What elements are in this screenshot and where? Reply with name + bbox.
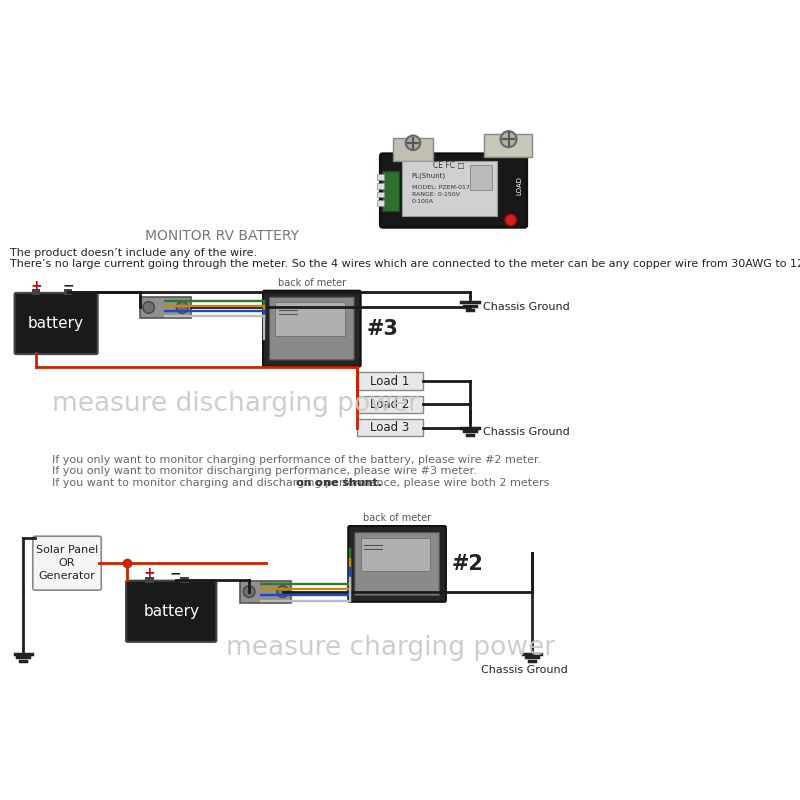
FancyBboxPatch shape [33, 536, 102, 590]
Text: CE FC □: CE FC □ [434, 162, 465, 170]
FancyBboxPatch shape [380, 154, 526, 227]
Bar [357, 419, 422, 437]
FancyBboxPatch shape [14, 293, 98, 354]
Text: Load 3: Load 3 [370, 421, 410, 434]
Bar [361, 538, 430, 571]
Circle shape [142, 302, 154, 314]
FancyBboxPatch shape [126, 581, 216, 642]
Text: PL(Shunt): PL(Shunt) [412, 173, 446, 179]
Text: +: + [143, 566, 155, 580]
Text: measure discharging power: measure discharging power [53, 390, 419, 417]
Bar [382, 170, 398, 210]
Circle shape [505, 214, 517, 226]
Bar [241, 581, 291, 602]
FancyBboxPatch shape [270, 298, 354, 360]
Bar [64, 290, 73, 295]
Text: −: − [170, 566, 182, 580]
Bar [394, 138, 434, 161]
Text: battery: battery [143, 604, 199, 618]
Bar [145, 577, 154, 583]
Bar [402, 161, 497, 216]
Text: Load 2: Load 2 [370, 398, 410, 411]
Bar [32, 290, 41, 295]
Text: 0-100A: 0-100A [412, 199, 434, 204]
Text: If you only want to monitor discharging performance, please wire #3 meter.: If you only want to monitor discharging … [53, 466, 478, 476]
FancyBboxPatch shape [348, 526, 446, 602]
Text: −: − [62, 278, 74, 293]
Text: battery: battery [28, 316, 84, 331]
Bar [275, 302, 345, 336]
Bar [470, 165, 492, 190]
Text: +: + [30, 278, 42, 293]
Text: back of meter: back of meter [363, 513, 431, 523]
Text: There’s no large current going through the meter. So the 4 wires which are conne: There’s no large current going through t… [10, 259, 800, 270]
Text: back of meter: back of meter [278, 278, 346, 288]
Text: Chassis Ground: Chassis Ground [483, 302, 570, 312]
Text: If you only want to monitor charging performance of the battery, please wire #2 : If you only want to monitor charging per… [53, 454, 542, 465]
FancyBboxPatch shape [263, 290, 361, 366]
Text: Chassis Ground: Chassis Ground [481, 665, 568, 674]
Text: The product doesn’t include any of the wire.: The product doesn’t include any of the w… [10, 248, 258, 258]
Text: MODEL: PZEM-017: MODEL: PZEM-017 [412, 185, 470, 190]
Bar [357, 396, 422, 413]
Bar [485, 134, 532, 158]
Text: #3: #3 [366, 318, 398, 338]
Text: Chassis Ground: Chassis Ground [483, 427, 570, 437]
FancyBboxPatch shape [355, 533, 439, 595]
Bar [377, 183, 384, 189]
Text: Solar Panel
OR
Generator: Solar Panel OR Generator [36, 545, 98, 582]
Text: on one shunt.: on one shunt. [296, 478, 382, 488]
Bar [180, 577, 189, 583]
Circle shape [176, 302, 188, 314]
Circle shape [243, 586, 255, 598]
Bar [377, 200, 384, 206]
Bar [377, 192, 384, 198]
Bar [140, 297, 191, 318]
Text: LOAD: LOAD [517, 176, 522, 194]
Circle shape [501, 131, 517, 147]
Text: RANGE: 0-150V: RANGE: 0-150V [412, 192, 459, 197]
Bar [377, 174, 384, 180]
Text: If you want to monitor charging and discharging performance, please wire both 2 : If you want to monitor charging and disc… [53, 478, 554, 488]
Text: MONITOR RV BATTERY: MONITOR RV BATTERY [146, 229, 299, 243]
Circle shape [277, 586, 289, 598]
Text: measure charging power: measure charging power [226, 634, 555, 661]
Text: #2: #2 [452, 554, 483, 574]
Text: Load 1: Load 1 [370, 374, 410, 387]
Circle shape [406, 135, 420, 150]
Bar [357, 372, 422, 390]
